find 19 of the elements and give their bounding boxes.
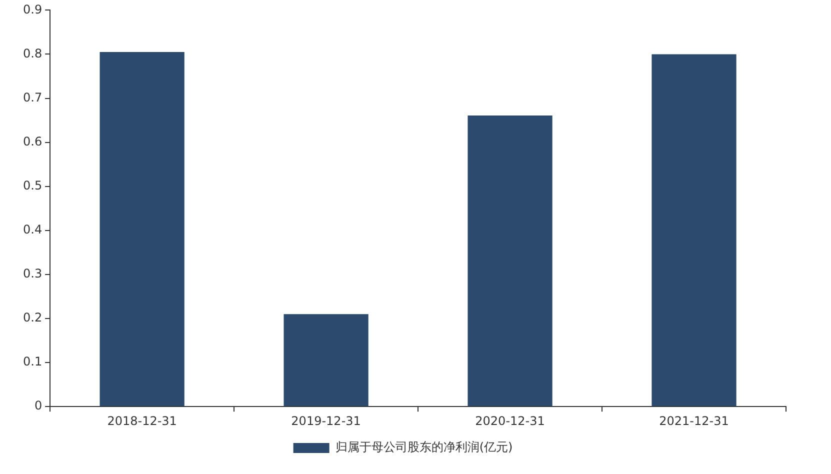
y-tick-label: 0.3 [22, 266, 42, 281]
y-tick-label: 0.5 [22, 178, 42, 193]
x-tick-label: 2021-12-31 [659, 414, 729, 428]
y-tick-label: 0.6 [22, 134, 42, 148]
y-tick-label: 0.4 [22, 222, 42, 237]
y-tick-label: 0.1 [22, 354, 42, 369]
legend-label: 归属于母公司股东的净利润(亿元) [335, 440, 513, 454]
bar [652, 54, 736, 406]
bar [468, 115, 552, 406]
y-tick-label: 0.9 [22, 2, 42, 16]
y-tick-label: 0.7 [22, 90, 42, 104]
y-tick-label: 0.2 [22, 310, 42, 325]
x-tick-label: 2020-12-31 [475, 414, 545, 428]
y-tick-label: 0.8 [22, 46, 42, 60]
x-tick-label: 2019-12-31 [291, 414, 361, 428]
bar [284, 314, 368, 406]
y-tick-label: 0 [34, 398, 42, 413]
x-tick-label: 2018-12-31 [107, 414, 177, 428]
bar [100, 52, 184, 406]
